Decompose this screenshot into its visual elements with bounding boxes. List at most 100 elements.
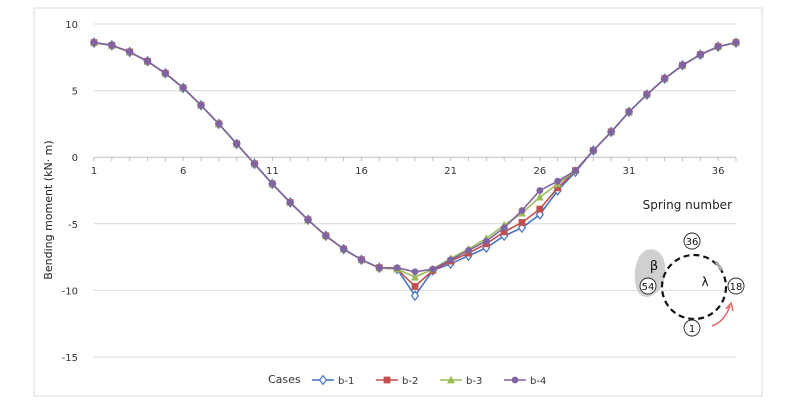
series-b-4-marker bbox=[144, 57, 151, 65]
y-tick-label: -5 bbox=[68, 220, 78, 231]
series-b-4-marker bbox=[197, 101, 205, 109]
series-b-4-marker bbox=[251, 160, 258, 168]
legend-entry-b-3: b-3 bbox=[440, 375, 482, 387]
series-b-4-marker bbox=[340, 245, 348, 253]
series-b-2-marker bbox=[518, 219, 526, 226]
rotation-arrow-icon bbox=[711, 305, 731, 327]
series-b-4 bbox=[90, 39, 740, 276]
series-b-4-marker bbox=[625, 108, 633, 116]
series-b-4-marker bbox=[429, 265, 437, 273]
legend-label: b-2 bbox=[402, 376, 418, 387]
series-b-4-marker bbox=[482, 237, 490, 245]
series-b-4-marker bbox=[322, 232, 330, 240]
grid-lines bbox=[94, 23, 736, 358]
label-circle-top bbox=[683, 232, 701, 250]
legend-entry-b-4: b-4 bbox=[504, 376, 546, 387]
x-tick-label: 26 bbox=[533, 166, 546, 177]
series-b-4-marker bbox=[572, 167, 579, 174]
series-b-2 bbox=[90, 39, 740, 290]
legend-label: b-1 bbox=[338, 376, 354, 387]
series-b-4-marker bbox=[447, 256, 455, 264]
lambda-mark bbox=[714, 261, 724, 271]
label-circle-bottom bbox=[683, 319, 701, 337]
y-tick-label: -10 bbox=[62, 286, 78, 297]
series-b-4-marker bbox=[286, 199, 294, 206]
ring-circle bbox=[660, 253, 728, 321]
series-b-4-marker bbox=[375, 264, 383, 272]
series-group bbox=[89, 37, 741, 302]
legend-label: b-4 bbox=[530, 376, 546, 387]
series-b-2-marker bbox=[554, 184, 562, 192]
series-b-4-marker bbox=[411, 268, 419, 276]
series-b-4-marker bbox=[589, 147, 597, 154]
legend-marker bbox=[447, 375, 455, 384]
y-tick-label: 0 bbox=[72, 153, 78, 164]
x-tick-label: 11 bbox=[266, 166, 279, 177]
x-tick-label: 31 bbox=[623, 166, 636, 177]
series-b-4-marker bbox=[554, 177, 562, 185]
chart-frame bbox=[33, 7, 763, 397]
series-b-4-marker bbox=[126, 48, 134, 56]
x-tick-labels: 1 6 11 16 21 26 31 36 bbox=[91, 157, 737, 177]
lambda-symbol: λ bbox=[701, 275, 708, 289]
beta-symbol: β bbox=[650, 259, 658, 274]
y-tick-label: 5 bbox=[72, 87, 78, 98]
series-b-4-marker bbox=[518, 207, 526, 214]
x-axis-title: Spring number bbox=[643, 198, 732, 212]
series-b-4-marker bbox=[161, 69, 169, 77]
series-b-4-marker bbox=[500, 224, 508, 232]
x-tick-label: 36 bbox=[712, 166, 725, 177]
legend-marker bbox=[318, 374, 328, 386]
y-tick-label: -15 bbox=[62, 353, 78, 364]
series-b-2-marker bbox=[500, 228, 508, 236]
label-circle-left bbox=[639, 277, 657, 295]
spring-label-top: 36 bbox=[686, 237, 699, 248]
y-tick-label: 10 bbox=[65, 20, 78, 31]
series-b-2-marker bbox=[411, 283, 419, 290]
series-b-4-marker bbox=[108, 41, 116, 49]
spring-label-right: 18 bbox=[730, 282, 743, 293]
series-b-4-marker bbox=[90, 39, 98, 47]
legend-items: b-1 b-2 b-3 b-4 bbox=[312, 374, 546, 387]
series-line-b-2 bbox=[93, 41, 737, 288]
series-b-4-marker bbox=[393, 264, 401, 272]
series-b-4-marker bbox=[696, 51, 704, 59]
legend-title: Cases bbox=[268, 373, 301, 386]
series-b-4-marker bbox=[643, 91, 651, 98]
series-b-4-marker bbox=[215, 120, 223, 128]
legend-marker bbox=[383, 376, 391, 384]
legend-marker bbox=[511, 376, 519, 384]
spring-label-bottom: 1 bbox=[689, 324, 695, 335]
ring-schematic: 36 54 18 1 β λ bbox=[634, 232, 745, 337]
series-b-4-marker bbox=[607, 128, 615, 136]
series-b-3-marker bbox=[411, 272, 419, 281]
series-b-3-marker bbox=[535, 192, 544, 201]
series-b-4-marker bbox=[732, 39, 740, 47]
legend: Cases b-1 b-2 b-3 b-4 bbox=[268, 373, 546, 387]
series-b-4-marker bbox=[714, 43, 722, 51]
series-b-1-marker bbox=[410, 290, 420, 302]
x-tick-label: 1 bbox=[91, 166, 97, 177]
series-b-4-marker bbox=[233, 140, 241, 148]
spring-label-left: 54 bbox=[642, 282, 655, 293]
series-b-4-marker bbox=[179, 84, 187, 92]
series-b-4-marker bbox=[358, 256, 365, 264]
legend-entry-b-2: b-2 bbox=[376, 376, 418, 387]
series-b-2-marker bbox=[536, 205, 544, 213]
legend-label: b-3 bbox=[466, 376, 482, 387]
series-b-1-marker bbox=[517, 222, 527, 234]
series-b-4-marker bbox=[536, 187, 544, 194]
label-circle-right bbox=[727, 277, 745, 295]
arrow-head-icon bbox=[725, 301, 734, 312]
y-tick-labels: 10 5 0 -5 -10 -15 bbox=[62, 20, 78, 364]
x-tick-label: 6 bbox=[180, 166, 186, 177]
series-b-4-marker bbox=[661, 75, 669, 83]
x-tick-label: 16 bbox=[355, 166, 368, 177]
series-b-4-marker bbox=[268, 180, 276, 188]
x-tick-label: 21 bbox=[444, 166, 457, 177]
y-axis-title: Bending moment (kN· m) bbox=[42, 140, 55, 279]
series-b-4-marker bbox=[679, 61, 686, 69]
series-b-4-marker bbox=[304, 216, 312, 224]
